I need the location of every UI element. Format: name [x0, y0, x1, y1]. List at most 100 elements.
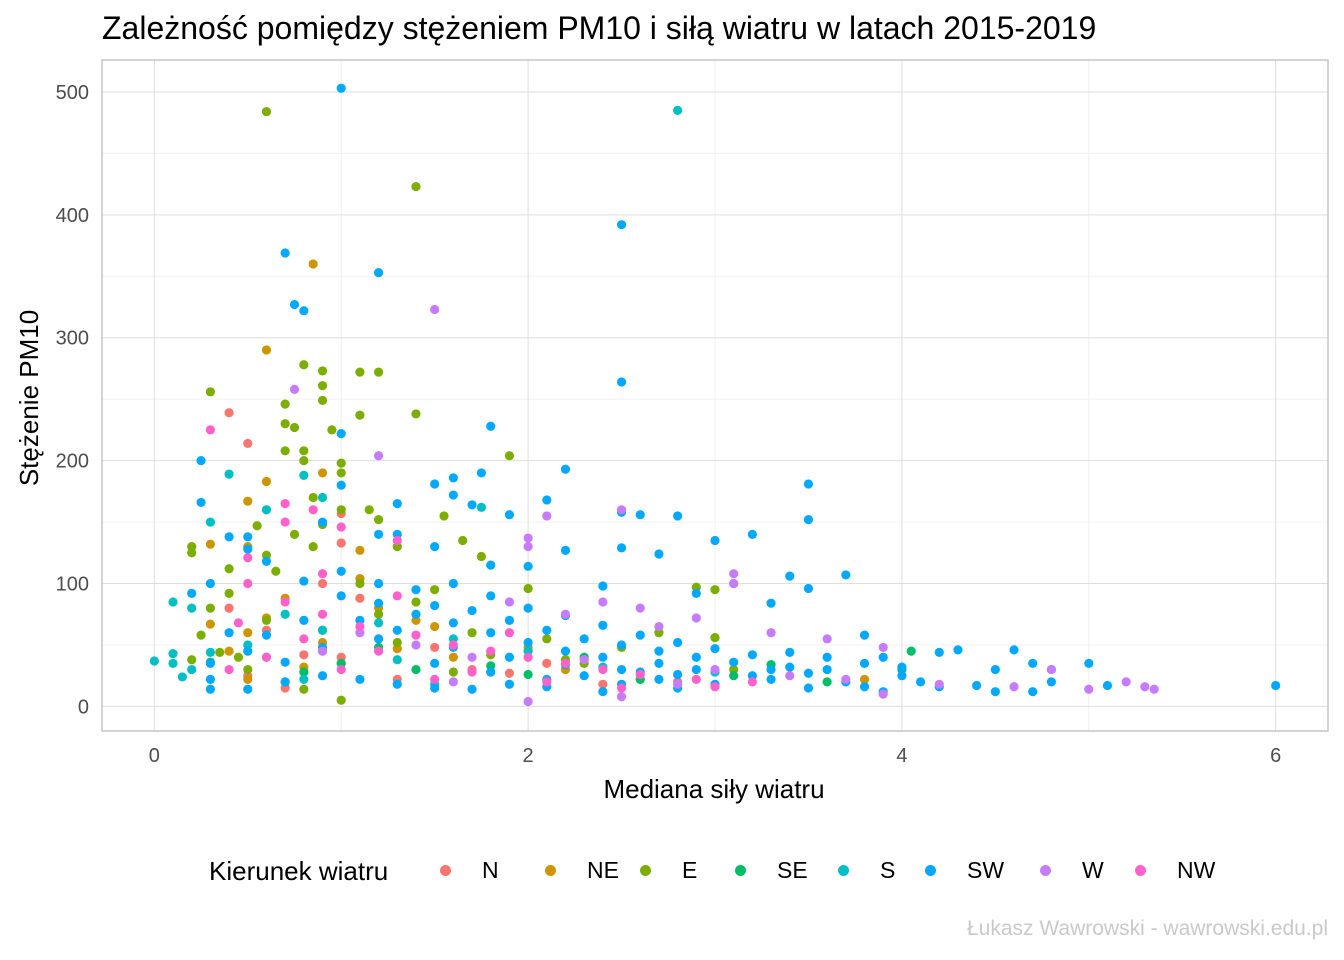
- data-point-sw: [785, 571, 795, 581]
- data-point-w: [673, 679, 683, 689]
- data-point-nw: [205, 425, 215, 435]
- legend-marker: [925, 865, 936, 876]
- data-point-ne: [317, 468, 328, 478]
- data-point-e: [373, 609, 384, 619]
- data-point-nw: [392, 591, 402, 601]
- data-point-e: [308, 542, 318, 552]
- data-point-nw: [411, 630, 421, 640]
- data-point-ne: [243, 628, 253, 638]
- data-point-sw: [224, 532, 234, 542]
- data-point-w: [504, 597, 515, 607]
- data-point-sw: [430, 658, 440, 669]
- data-point-nw: [224, 664, 234, 675]
- data-point-w: [729, 569, 739, 579]
- data-point-sw: [616, 640, 627, 650]
- data-point-sw: [560, 464, 571, 474]
- data-point-sw: [448, 578, 458, 589]
- data-point-sw: [803, 683, 814, 693]
- data-point-w: [878, 689, 888, 699]
- data-point-sw: [504, 679, 515, 689]
- data-point-sw: [1009, 645, 1019, 655]
- data-point-n: [542, 658, 552, 669]
- y-axis-label: Stężenie PM10: [14, 310, 44, 486]
- data-point-ne: [859, 674, 870, 684]
- data-point-ne: [430, 621, 440, 632]
- data-point-sw: [336, 83, 346, 93]
- data-point-nw: [598, 664, 608, 675]
- data-point-s: [168, 648, 178, 659]
- data-point-w: [523, 542, 533, 552]
- data-point-sw: [467, 500, 477, 510]
- legend-label: S: [880, 857, 896, 883]
- data-point-e: [430, 585, 440, 595]
- data-point-sw: [822, 664, 832, 675]
- data-point-ne: [355, 545, 365, 555]
- legend-label: W: [1082, 857, 1104, 883]
- data-point-e: [289, 422, 300, 433]
- data-point-sw: [289, 299, 300, 310]
- data-point-sw: [897, 671, 907, 681]
- legend: Kierunek wiatru N NE E SE S SW W NW: [0, 852, 1344, 892]
- data-point-e: [299, 360, 309, 370]
- data-point-e: [317, 395, 328, 406]
- data-point-sw: [392, 625, 402, 635]
- data-point-se: [906, 646, 916, 656]
- legend-label: NE: [587, 857, 619, 883]
- data-point-sw: [523, 637, 533, 648]
- data-point-e: [317, 366, 328, 376]
- data-point-nw: [486, 646, 496, 656]
- data-point-nw: [308, 505, 318, 515]
- data-point-sw: [467, 605, 477, 616]
- data-point-nw: [373, 646, 384, 656]
- data-point-sw: [616, 377, 627, 387]
- data-point-e: [411, 409, 421, 419]
- data-point-e: [411, 597, 421, 607]
- data-point-nw: [448, 640, 458, 650]
- data-point-e: [289, 529, 300, 539]
- data-point-ne: [243, 496, 253, 506]
- y-tick-label: 400: [56, 205, 89, 227]
- data-point-e: [280, 419, 290, 429]
- data-point-e: [458, 535, 468, 546]
- data-point-sw: [373, 634, 384, 644]
- data-point-nw: [243, 578, 253, 589]
- data-point-sw: [1271, 680, 1281, 691]
- data-point-sw: [476, 468, 486, 478]
- y-tick-label: 300: [56, 328, 89, 350]
- data-point-sw: [448, 490, 458, 500]
- data-point-s: [205, 647, 215, 657]
- data-point-e: [392, 637, 402, 648]
- data-point-sw: [766, 674, 776, 684]
- data-point-se: [411, 664, 421, 675]
- data-point-se: [523, 669, 533, 680]
- data-point-e: [224, 588, 234, 598]
- legend-marker: [640, 865, 651, 876]
- data-point-nw: [635, 669, 645, 680]
- data-point-s: [373, 618, 384, 628]
- data-point-sw: [243, 532, 253, 542]
- y-tick-label: 100: [56, 574, 89, 596]
- data-point-nw: [467, 667, 477, 677]
- data-point-nw: [616, 683, 627, 693]
- data-point-sw: [299, 615, 309, 625]
- data-point-se: [299, 667, 309, 677]
- data-point-sw: [486, 560, 496, 570]
- data-point-e: [317, 381, 328, 391]
- data-point-sw: [710, 535, 720, 546]
- y-tick-label: 500: [56, 82, 89, 104]
- x-tick-label: 0: [149, 745, 160, 767]
- data-point-w: [934, 679, 944, 689]
- data-point-w: [1149, 684, 1159, 694]
- data-point-e: [261, 107, 272, 117]
- data-point-e: [476, 551, 486, 562]
- data-point-w: [785, 671, 795, 681]
- data-point-sw: [448, 473, 458, 483]
- data-point-sw: [196, 497, 206, 508]
- data-point-w: [822, 634, 832, 644]
- data-point-s: [673, 105, 683, 115]
- data-point-s: [168, 658, 178, 669]
- data-point-sw: [654, 674, 664, 684]
- data-point-w: [523, 696, 533, 707]
- data-point-s: [205, 517, 215, 527]
- data-point-w: [579, 655, 589, 665]
